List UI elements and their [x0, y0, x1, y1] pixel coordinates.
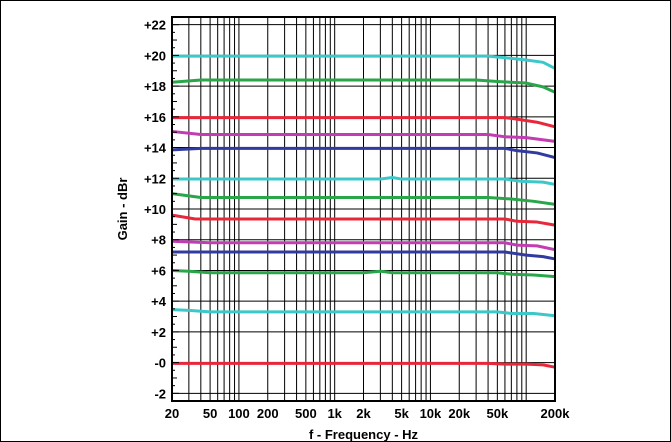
y-tick-label: +22 [144, 18, 166, 33]
series-line-11 [172, 116, 556, 129]
y-tick-label: +10 [144, 202, 166, 217]
y-tick-label: +18 [144, 79, 166, 94]
y-tick-label: +8 [151, 233, 166, 248]
series-line-9 [171, 146, 556, 159]
series-line-7 [171, 192, 556, 206]
y-axis-title: Gain - dBr [115, 178, 130, 241]
y-tick-label: +2 [151, 325, 166, 340]
y-tick-label: +6 [151, 263, 166, 278]
series-line-10 [171, 129, 556, 143]
series-line-1 [172, 361, 556, 369]
series-line-4 [172, 250, 556, 261]
grid-lines [172, 17, 555, 401]
x-tick-label: 2k [356, 406, 371, 421]
y-tick-labels: -2 -0 +2 +4 +6 +8 +10 +12 +14 +16 +18 +20 +22 [144, 18, 167, 402]
x-tick-label: 5k [394, 406, 409, 421]
x-tick-label: 20k [448, 406, 470, 421]
series-line-8 [172, 176, 556, 186]
x-tick-label: 10k [420, 406, 442, 421]
y-tick-label: -2 [154, 386, 166, 401]
series-line-3 [171, 268, 556, 279]
y-tick-label: +16 [144, 110, 166, 125]
x-axis-title: f - Frequency - Hz [309, 427, 419, 442]
series-line-2 [171, 308, 556, 318]
series-line-12 [171, 78, 556, 94]
series-group [171, 54, 556, 369]
x-tick-label: 50k [487, 406, 509, 421]
x-tick-label: 200 [257, 406, 279, 421]
x-tick-label: 20 [165, 406, 179, 421]
series-line-5 [171, 239, 556, 252]
y-tick-label: +4 [151, 294, 167, 309]
x-tick-label: 1k [327, 406, 342, 421]
tick-marks [172, 16, 179, 402]
x-tick-labels: 20 50 100 200 500 1k 2k 5k 10k 20k 50k 200k [165, 406, 570, 421]
series-line-6 [171, 213, 556, 227]
y-tick-label: -0 [154, 356, 166, 371]
y-tick-label: +14 [144, 141, 167, 156]
y-tick-label: +20 [144, 48, 166, 63]
x-tick-label: 200k [541, 406, 571, 421]
y-tick-label: +12 [144, 171, 166, 186]
x-tick-label: 500 [295, 406, 317, 421]
series-line-13 [172, 54, 556, 70]
x-tick-label: 50 [203, 406, 217, 421]
x-tick-label: 100 [228, 406, 250, 421]
